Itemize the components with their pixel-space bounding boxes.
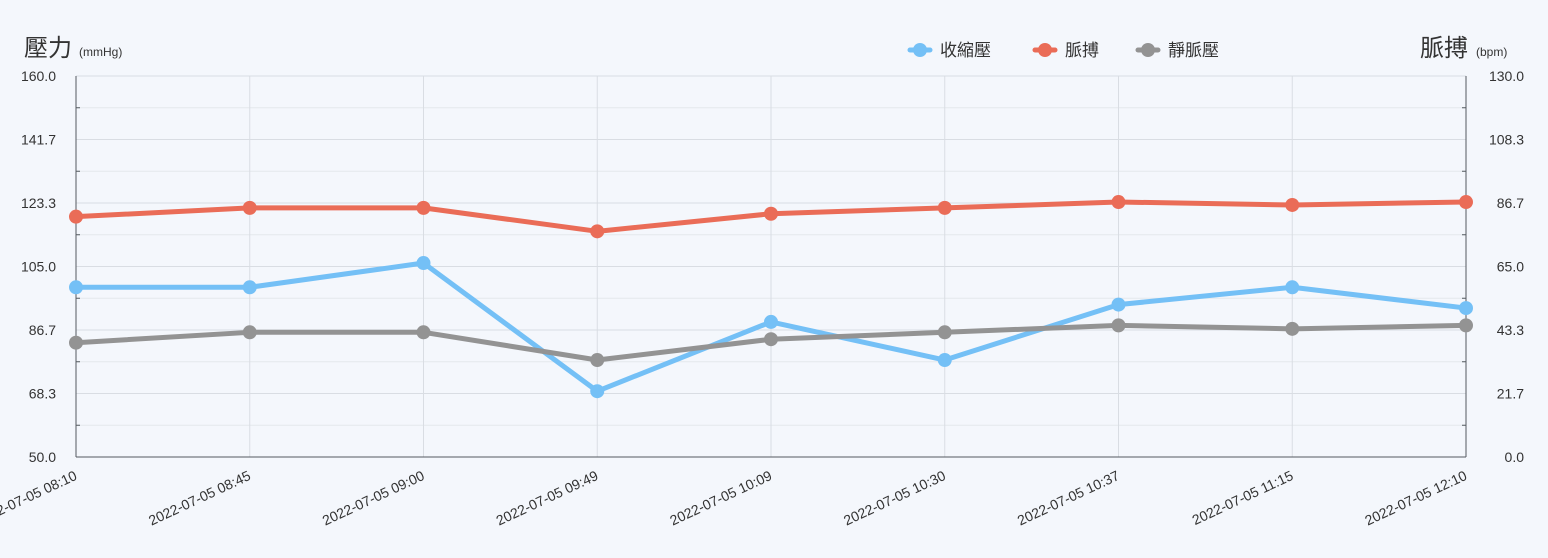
data-point[interactable] (1111, 297, 1126, 312)
x-tick-label: 2022-07-05 10:37 (1015, 467, 1122, 528)
data-point[interactable] (590, 224, 605, 239)
x-tick-label: 2022-07-05 09:00 (320, 467, 427, 528)
legend-item[interactable]: 靜脈壓 (1135, 41, 1219, 61)
right-tick-label: 21.7 (1497, 386, 1524, 402)
data-point[interactable] (416, 200, 431, 215)
data-point[interactable] (1111, 318, 1126, 333)
data-point[interactable] (416, 256, 431, 271)
data-point[interactable] (416, 325, 431, 340)
left-tick-label: 50.0 (29, 449, 56, 465)
data-point[interactable] (1459, 195, 1473, 210)
data-point[interactable] (1111, 195, 1126, 210)
x-tick-label: 2022-07-05 10:09 (667, 467, 774, 528)
legend-item[interactable]: 脈搏 (1032, 41, 1099, 61)
legend-label: 靜脈壓 (1168, 41, 1219, 61)
right-axis-unit: (bpm) (1476, 45, 1507, 59)
x-tick-label: 2022-07-05 09:49 (494, 467, 601, 528)
left-tick-label: 123.3 (21, 195, 56, 211)
right-tick-label: 0.0 (1505, 449, 1525, 465)
legend-item[interactable]: 收縮壓 (907, 41, 991, 61)
right-axis-title: 脈搏 (1420, 34, 1468, 62)
legend-swatch-dot (1141, 43, 1155, 57)
data-point[interactable] (1285, 321, 1300, 336)
data-point[interactable] (937, 325, 952, 340)
legend[interactable]: 收縮壓 脈搏 靜脈壓 (907, 41, 1219, 61)
left-axis-title: 壓力 (24, 34, 72, 62)
x-tick-label: 2022-07-05 10:30 (841, 467, 948, 528)
right-tick-label: 86.7 (1497, 195, 1524, 211)
left-tick-label: 141.7 (21, 132, 56, 148)
left-tick-label: 105.0 (21, 259, 56, 275)
data-point[interactable] (937, 200, 952, 215)
legend-swatch-dot (1038, 43, 1052, 57)
right-tick-label: 130.0 (1489, 68, 1524, 84)
data-point[interactable] (764, 332, 778, 347)
legend-label: 脈搏 (1065, 41, 1099, 61)
data-point[interactable] (1285, 197, 1300, 212)
left-tick-label: 160.0 (21, 68, 56, 84)
legend-label: 收縮壓 (940, 41, 991, 61)
data-point[interactable] (69, 209, 83, 224)
series-2 (69, 195, 1473, 239)
data-point[interactable] (764, 314, 778, 329)
data-point[interactable] (242, 325, 257, 340)
data-point[interactable] (590, 353, 605, 368)
data-point[interactable] (1459, 301, 1473, 316)
series-3 (69, 318, 1473, 368)
x-tick-label: 2022-07-05 08:45 (146, 467, 253, 528)
legend-swatch-dot (913, 43, 927, 57)
data-point[interactable] (69, 335, 83, 350)
data-point[interactable] (764, 206, 778, 221)
x-tick-label: 2022-07-05 12:10 (1362, 467, 1469, 528)
right-tick-label: 43.3 (1497, 322, 1524, 338)
x-tick-label: 2022-07-05 11:15 (1190, 467, 1296, 528)
data-point[interactable] (1459, 318, 1473, 333)
left-axis-unit: (mmHg) (79, 45, 122, 59)
left-tick-label: 68.3 (29, 386, 56, 402)
right-tick-label: 108.3 (1489, 132, 1524, 148)
data-point[interactable] (937, 353, 952, 368)
data-point[interactable] (69, 280, 83, 295)
data-point[interactable] (590, 384, 605, 399)
data-point[interactable] (242, 200, 257, 215)
left-tick-label: 86.7 (29, 322, 56, 338)
series (69, 195, 1473, 399)
data-point[interactable] (1285, 280, 1300, 295)
x-tick-label: 2022-07-05 08:10 (0, 467, 79, 528)
data-point[interactable] (242, 280, 257, 295)
grid (75, 75, 1467, 458)
series-1 (69, 256, 1473, 399)
right-tick-label: 65.0 (1497, 259, 1524, 275)
